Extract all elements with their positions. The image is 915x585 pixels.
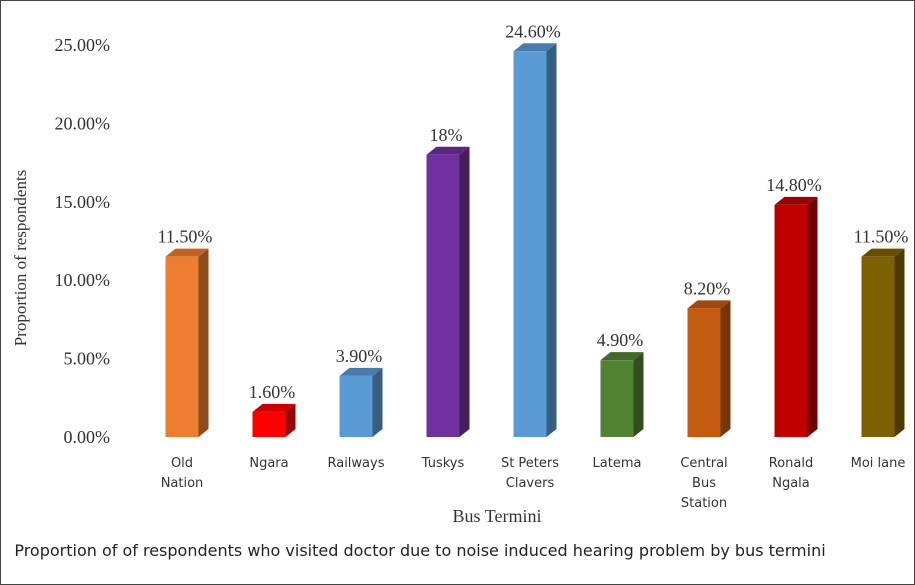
x-tick-label: Moi lane	[850, 456, 906, 471]
value-label: 24.60%	[505, 21, 561, 41]
value-label: 18%	[430, 125, 463, 145]
x-tick-label: Railways	[327, 456, 385, 471]
y-tick-label: 25.00%	[55, 35, 111, 55]
x-tick-label: Old Nation	[160, 456, 204, 491]
x-tick-label: Tuskys	[421, 456, 465, 471]
y-axis-label: Proportion of respondents	[11, 170, 30, 347]
y-tick-label: 10.00%	[55, 270, 111, 290]
bar-top	[600, 352, 644, 361]
value-label: 11.50%	[158, 227, 213, 247]
bar	[252, 411, 286, 437]
x-tick-label: St Peters Clavers	[500, 456, 560, 491]
bar	[426, 154, 460, 437]
bar	[600, 360, 634, 437]
bar	[774, 204, 808, 437]
bar-top	[774, 196, 818, 205]
bar-side	[198, 248, 209, 437]
bar-side	[894, 248, 905, 437]
bar	[513, 51, 547, 437]
bar-top	[426, 146, 470, 155]
x-tick-label: Ronald Ngala	[768, 456, 814, 491]
bar	[165, 256, 199, 437]
bar	[687, 308, 721, 437]
value-label: 11.50%	[854, 227, 909, 247]
bar-side	[546, 43, 557, 437]
bar-side	[372, 367, 383, 437]
bar-side	[285, 403, 296, 437]
bar-top	[165, 248, 209, 257]
x-axis-label: Bus Termini	[453, 506, 542, 526]
bar	[861, 256, 895, 437]
chart-title: Proportion of of respondents who visited…	[14, 541, 826, 560]
bar-top	[513, 43, 557, 52]
value-label: 8.20%	[684, 278, 731, 298]
bar-side	[459, 146, 470, 437]
y-tick-label: 5.00%	[64, 349, 111, 369]
bar-top	[252, 403, 296, 412]
bar-side	[807, 196, 818, 437]
y-tick-label: 20.00%	[55, 113, 111, 133]
bar-side	[633, 352, 644, 437]
bar-side	[720, 300, 731, 437]
bar-top	[861, 248, 905, 257]
value-label: 1.60%	[249, 382, 296, 402]
x-tick-label: Ngara	[249, 456, 289, 471]
bar-top	[687, 300, 731, 309]
x-tick-label: Central Bus Station	[680, 456, 728, 511]
value-label: 3.90%	[336, 346, 383, 366]
x-tick-label: Latema	[592, 456, 642, 471]
y-tick-label: 0.00%	[64, 427, 111, 447]
bar-top	[339, 367, 383, 376]
bar	[339, 375, 373, 437]
y-tick-label: 15.00%	[55, 192, 111, 212]
value-label: 4.90%	[597, 330, 644, 350]
value-label: 14.80%	[766, 175, 822, 195]
